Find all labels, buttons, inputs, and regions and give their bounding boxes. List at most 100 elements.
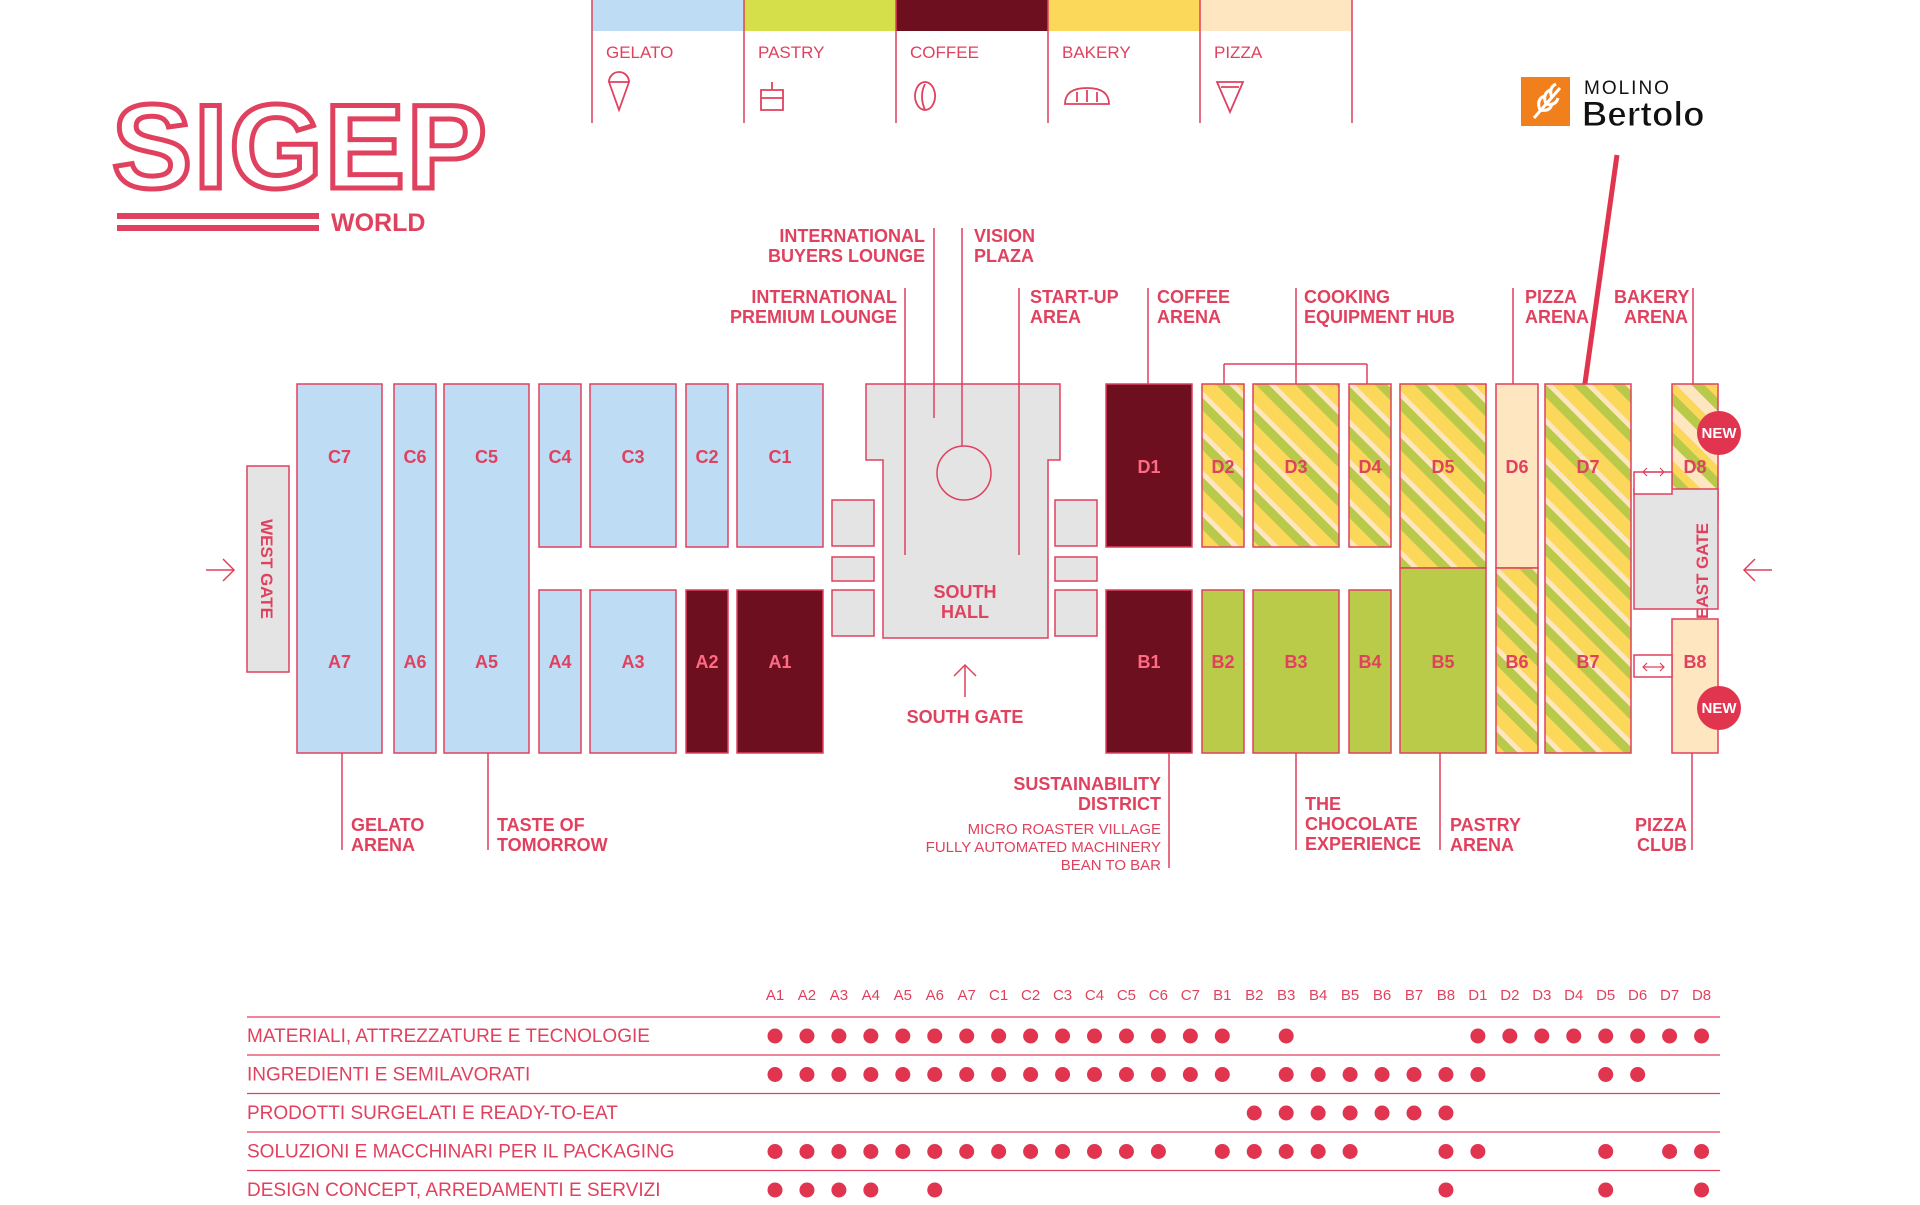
matrix-dot-c6 xyxy=(1150,1028,1166,1044)
hall-a7[interactable]: A7 xyxy=(328,652,351,672)
hall-a6[interactable]: A6 xyxy=(403,652,426,672)
callout-sustainability: SUSTAINABILITY xyxy=(1013,774,1161,794)
matrix-dot-b8 xyxy=(1438,1067,1454,1082)
matrix-dot-a4 xyxy=(863,1028,879,1044)
matrix-dot-a2 xyxy=(799,1028,815,1044)
hall-c5[interactable]: C5 xyxy=(443,383,530,754)
legend-item-pizza: PIZZA xyxy=(1199,0,1353,123)
matrix-dot-c2 xyxy=(1023,1144,1039,1159)
walkway-connector xyxy=(1633,471,1673,495)
matrix-dot-b8 xyxy=(1438,1144,1454,1159)
matrix-dot-b3 xyxy=(1278,1067,1294,1082)
hall-label: C5 xyxy=(475,447,498,467)
hall-b1[interactable]: B1 xyxy=(1105,589,1193,754)
matrix-dot-a5 xyxy=(895,1067,911,1082)
hall-b6[interactable]: B6 xyxy=(1495,567,1539,754)
matrix-dot-a3 xyxy=(831,1028,847,1044)
matrix-dot-c3 xyxy=(1055,1067,1071,1082)
matrix-dot-b4 xyxy=(1310,1105,1326,1121)
hall-d5[interactable]: D5 xyxy=(1399,383,1487,569)
callout-pizza-club: PIZZA xyxy=(1635,815,1687,835)
matrix-dot-b3 xyxy=(1278,1028,1294,1044)
matrix-dot-c7 xyxy=(1182,1067,1198,1082)
hall-b5[interactable]: B5 xyxy=(1399,567,1487,754)
hall-b8[interactable]: B8 xyxy=(1671,618,1719,754)
hall-c7[interactable]: C7 xyxy=(296,383,383,754)
matrix-dot-a5 xyxy=(895,1144,911,1159)
hall-c6[interactable]: C6 xyxy=(393,383,437,754)
south-arrow-icon xyxy=(953,663,977,697)
hall-b7[interactable]: B7 xyxy=(1576,652,1599,672)
west-gate[interactable]: WEST GATE xyxy=(246,465,290,673)
hall-label: C1 xyxy=(768,447,791,467)
hall-a2[interactable]: A2 xyxy=(685,589,729,754)
sponsor-small: MOLINO xyxy=(1584,78,1671,99)
matrix-dot-c2 xyxy=(1023,1067,1039,1082)
hall-b4[interactable]: B4 xyxy=(1348,589,1392,754)
matrix-column-header: C3 xyxy=(1053,987,1072,1004)
callout-pizza-arena: ARENA xyxy=(1525,307,1589,327)
matrix-dot-b8 xyxy=(1438,1105,1454,1121)
hall-a5[interactable]: A5 xyxy=(475,652,498,672)
matrix-dot-a2 xyxy=(799,1067,815,1082)
matrix-row: PRODOTTI SURGELATI E READY-TO-EAT xyxy=(247,1103,1720,1133)
hall-c3[interactable]: C3 xyxy=(589,383,677,548)
matrix-column-header: C2 xyxy=(1021,987,1040,1004)
hall-label: B1 xyxy=(1137,652,1160,672)
service-blocks xyxy=(831,499,1098,637)
hall-d6[interactable]: D6 xyxy=(1495,383,1539,569)
hall-a3[interactable]: A3 xyxy=(589,589,677,754)
south-hall[interactable]: SOUTH HALL xyxy=(865,383,1061,639)
hall-a4[interactable]: A4 xyxy=(538,589,582,754)
matrix-dot-d6 xyxy=(1630,1067,1646,1082)
matrix-dot-c3 xyxy=(1055,1028,1071,1044)
hall-c4[interactable]: C4 xyxy=(538,383,582,548)
matrix-column-header: B1 xyxy=(1213,987,1231,1004)
category-hall-matrix: A1 A2 A3 A4 A5 A6 A7 C1 C2 C3 C4 C5 C6 C7 B1 B2 B3 B4 B5 B6… xyxy=(247,987,1720,1201)
matrix-dot-b5 xyxy=(1342,1105,1358,1121)
matrix-dot-c6 xyxy=(1150,1144,1166,1159)
east-gate[interactable]: EAST GATE xyxy=(1633,471,1719,678)
hall-c2[interactable]: C2 xyxy=(685,383,729,548)
hall-d7[interactable]: D7 xyxy=(1544,383,1632,754)
legend-item-bakery: BAKERY xyxy=(1047,0,1200,123)
callout-gelato-arena: ARENA xyxy=(351,835,415,855)
callout-taste-tomorrow: TOMORROW xyxy=(497,835,608,855)
hall-c1[interactable]: C1 xyxy=(736,383,824,548)
hall-label: B7 xyxy=(1576,652,1599,672)
matrix-column-header: A4 xyxy=(862,987,880,1004)
hall-label: A6 xyxy=(403,652,426,672)
matrix-dot-b4 xyxy=(1310,1067,1326,1082)
hall-d4[interactable]: D4 xyxy=(1348,383,1392,548)
hall-label: C4 xyxy=(548,447,571,467)
matrix-column-header: C6 xyxy=(1149,987,1168,1004)
matrix-column-header: D8 xyxy=(1692,987,1711,1004)
hall-d3[interactable]: D3 xyxy=(1252,383,1340,548)
callout-pizza-arena: PIZZA xyxy=(1525,287,1577,307)
callout-bean-to-bar: BEAN TO BAR xyxy=(1061,857,1161,874)
hall-b2[interactable]: B2 xyxy=(1201,589,1245,754)
matrix-dot-d8 xyxy=(1694,1182,1710,1198)
matrix-dot-a1 xyxy=(767,1182,783,1198)
callout-coffee-arena: COFFEE xyxy=(1157,287,1230,307)
matrix-dot-a4 xyxy=(863,1182,879,1198)
callout-pizza-club: CLUB xyxy=(1637,835,1687,855)
hall-a1[interactable]: A1 xyxy=(736,589,824,754)
matrix-dot-d4 xyxy=(1566,1028,1582,1044)
hall-b3[interactable]: B3 xyxy=(1252,589,1340,754)
hall-d1[interactable]: D1 xyxy=(1105,383,1193,548)
callout-pastry-arena: ARENA xyxy=(1450,835,1514,855)
hall-label: A1 xyxy=(768,652,791,672)
hall-d2[interactable]: D2 xyxy=(1201,383,1245,548)
matrix-dot-a1 xyxy=(767,1144,783,1159)
callout-bakery-arena: BAKERY xyxy=(1614,287,1689,307)
coffee-bean-icon xyxy=(914,81,936,111)
matrix-dot-c3 xyxy=(1055,1144,1071,1159)
matrix-dot-a7 xyxy=(959,1144,975,1159)
vision-plaza-circle xyxy=(936,445,992,501)
matrix-column-header: A6 xyxy=(926,987,944,1004)
hall-label: D5 xyxy=(1431,457,1454,477)
matrix-dot-c1 xyxy=(991,1067,1007,1082)
